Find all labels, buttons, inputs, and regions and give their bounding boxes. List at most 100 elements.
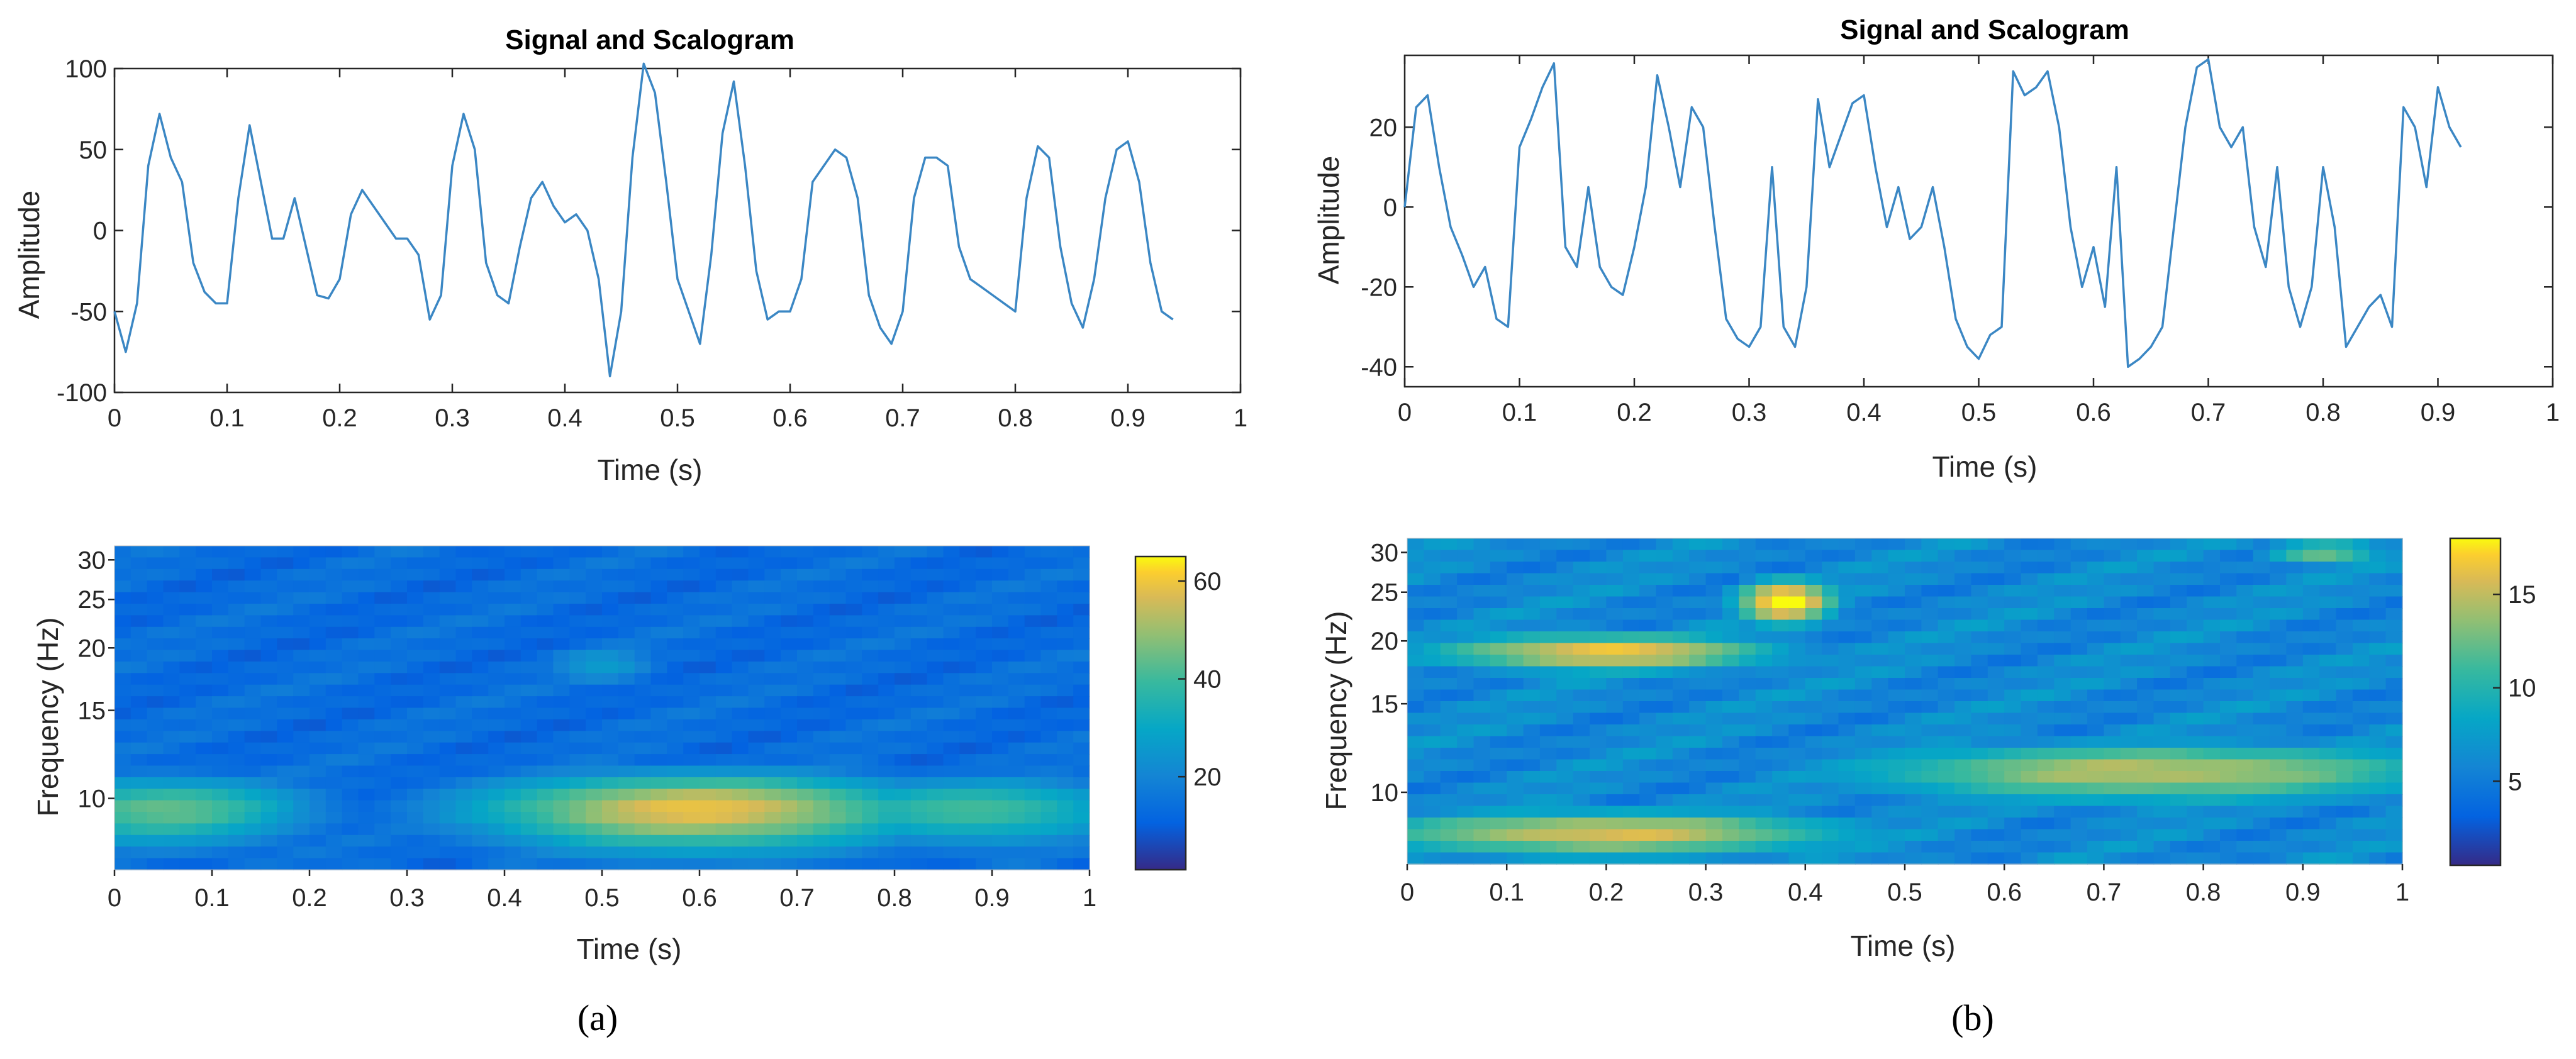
panel-b-scalogram-xtick-label: 0.5 bbox=[1887, 879, 1922, 906]
panel-a-scalogram-cell bbox=[505, 696, 521, 709]
panel-b-scalogram-cell bbox=[2153, 643, 2171, 655]
panel-b-scalogram-cell bbox=[1838, 596, 1856, 609]
panel-a-scalogram-cell bbox=[1024, 754, 1042, 767]
panel-a-scalogram-cell bbox=[520, 638, 538, 651]
panel-b-scalogram-cell bbox=[2104, 829, 2121, 841]
panel-b-scalogram-cell bbox=[1689, 585, 1707, 597]
panel-a-scalogram-cell bbox=[130, 580, 148, 593]
panel-b-scalogram-cell bbox=[1871, 666, 1889, 679]
panel-a-scalogram-cell bbox=[520, 661, 538, 674]
panel-a-scalogram-cell bbox=[212, 777, 229, 790]
panel-b-scalogram-cell bbox=[1473, 585, 1491, 597]
panel-b-scalogram-cell bbox=[1921, 562, 1939, 574]
panel-a-scalogram-cell bbox=[505, 604, 521, 616]
panel-b-scalogram-cell bbox=[1938, 794, 1955, 807]
panel-b-scalogram-cell bbox=[1788, 666, 1806, 679]
panel-a-scalogram-cell bbox=[1040, 858, 1058, 870]
panel-b-scalogram-cell bbox=[1689, 841, 1707, 853]
panel-b-scalogram-cell bbox=[1805, 736, 1822, 748]
panel-b-scalogram-cell bbox=[2352, 596, 2370, 609]
panel-a-scalogram-cell bbox=[553, 568, 571, 581]
panel-a-scalogram-cell bbox=[992, 754, 1009, 767]
panel-a-scalogram-cell bbox=[700, 638, 716, 651]
panel-a-scalogram-cell bbox=[732, 638, 749, 651]
panel-b-scalogram-cell bbox=[2203, 585, 2221, 597]
panel-b-scalogram-cell bbox=[2236, 655, 2254, 667]
panel-b-scalogram-cell bbox=[1473, 608, 1491, 621]
panel-b-scalogram-cell bbox=[1539, 678, 1558, 690]
panel-b-scalogram-cell bbox=[1473, 655, 1491, 667]
panel-a-scalogram-cell bbox=[407, 707, 424, 720]
panel-b-scalogram-cell bbox=[2270, 759, 2287, 772]
panel-a-scalogram-cell bbox=[277, 673, 294, 685]
panel-b-scalogram-cell bbox=[2021, 841, 2038, 853]
panel-b-scalogram-cell bbox=[1507, 538, 1524, 551]
panel-a-scalogram-cell bbox=[618, 800, 635, 812]
panel-b-scalogram-cell bbox=[1739, 852, 1756, 865]
panel-b-scalogram-cell bbox=[1954, 619, 1972, 632]
panel-a-scalogram-cell bbox=[1057, 568, 1074, 581]
panel-a-scalogram-cell bbox=[520, 546, 538, 558]
panel-b-scalogram-cell bbox=[2319, 771, 2337, 784]
panel-a-scalogram-cell bbox=[163, 568, 181, 581]
panel-b-scalogram-cell bbox=[1722, 748, 1740, 760]
panel-a-scalogram-cell bbox=[715, 823, 733, 836]
panel-a-scalogram-cell bbox=[1008, 834, 1025, 847]
panel-b-scalogram-cell bbox=[1905, 782, 1922, 795]
panel-a-scalogram-cell bbox=[325, 707, 343, 720]
panel-b-scalogram-cell bbox=[1905, 852, 1922, 865]
panel-a-scalogram-cell bbox=[781, 580, 798, 593]
panel-a-scalogram-cell bbox=[147, 823, 164, 836]
panel-a-scalogram-cell bbox=[342, 858, 359, 870]
panel-b-scalogram-cell bbox=[1772, 748, 1790, 760]
panel-b-scalogram-cell bbox=[1755, 550, 1773, 562]
panel-b-scalogram-cell bbox=[1689, 782, 1707, 795]
panel-a-scalogram-cell bbox=[927, 638, 944, 651]
panel-a-scalogram-cell bbox=[130, 615, 148, 628]
panel-b-scalogram-cell bbox=[2352, 852, 2370, 865]
panel-a-scalogram-cell bbox=[293, 696, 310, 709]
panel-b-scalogram-cell bbox=[1539, 841, 1558, 853]
panel-b-scalogram-cell bbox=[2220, 759, 2238, 772]
panel-a-scalogram-cell bbox=[862, 650, 879, 662]
panel-b-scalogram-cell bbox=[2104, 806, 2121, 818]
panel-b-scalogram-cell bbox=[2220, 643, 2238, 655]
panel-b-scalogram-cell bbox=[1507, 608, 1524, 621]
panel-a-scalogram-cell bbox=[488, 615, 505, 628]
panel-b-scalogram-cell bbox=[1755, 736, 1773, 748]
panel-a-scalogram-cell bbox=[878, 673, 895, 685]
panel-b-scalogram-cell bbox=[2037, 608, 2055, 621]
panel-a-scalogram-cell bbox=[764, 719, 781, 732]
panel-a-scalogram-cell bbox=[309, 812, 326, 824]
panel-a-scalogram-cell bbox=[1057, 834, 1074, 847]
panel-b-scalogram-cell bbox=[1573, 759, 1590, 772]
panel-a-scalogram-cell bbox=[634, 742, 652, 755]
panel-b-scalogram-cell bbox=[2153, 852, 2171, 865]
panel-a-scalogram-cell bbox=[602, 684, 619, 697]
panel-a-scalogram-cell bbox=[1024, 638, 1042, 651]
panel-a-scalogram-cell bbox=[813, 673, 830, 685]
panel-a-scalogram-cell bbox=[910, 800, 928, 812]
panel-b-scalogram-cell bbox=[2369, 829, 2387, 841]
panel-a-scalogram-cell bbox=[569, 834, 586, 847]
panel-a-scalogram-cell bbox=[992, 765, 1009, 778]
panel-b-scalogram-cell bbox=[1656, 678, 1673, 690]
panel-b-scalogram-cell bbox=[1921, 771, 1939, 784]
panel-b-scalogram-cell bbox=[2170, 562, 2188, 574]
panel-b-scalogram-cell bbox=[1788, 736, 1806, 748]
panel-a-scalogram-cell bbox=[423, 800, 440, 812]
panel-b-scalogram-cell bbox=[1590, 550, 1607, 562]
panel-a-scalogram-cell bbox=[959, 696, 976, 709]
panel-a-scalogram-cell bbox=[391, 754, 408, 767]
panel-a-scalogram-cell bbox=[781, 823, 798, 836]
panel-b-scalogram-cell bbox=[1971, 736, 1988, 748]
panel-b-scalogram-cell bbox=[1523, 806, 1541, 818]
panel-a-scalogram-cell bbox=[1008, 789, 1025, 801]
panel-a-scalogram-cell bbox=[829, 812, 847, 824]
panel-b-scalogram-cell bbox=[2385, 759, 2403, 772]
panel-a-scalogram-cell bbox=[748, 812, 766, 824]
panel-a-scalogram-cell bbox=[293, 777, 310, 790]
panel-b-scalogram-cell bbox=[2286, 759, 2304, 772]
panel-a-scalogram-cell bbox=[569, 638, 586, 651]
panel-b-scalogram-cell bbox=[1556, 596, 1574, 609]
